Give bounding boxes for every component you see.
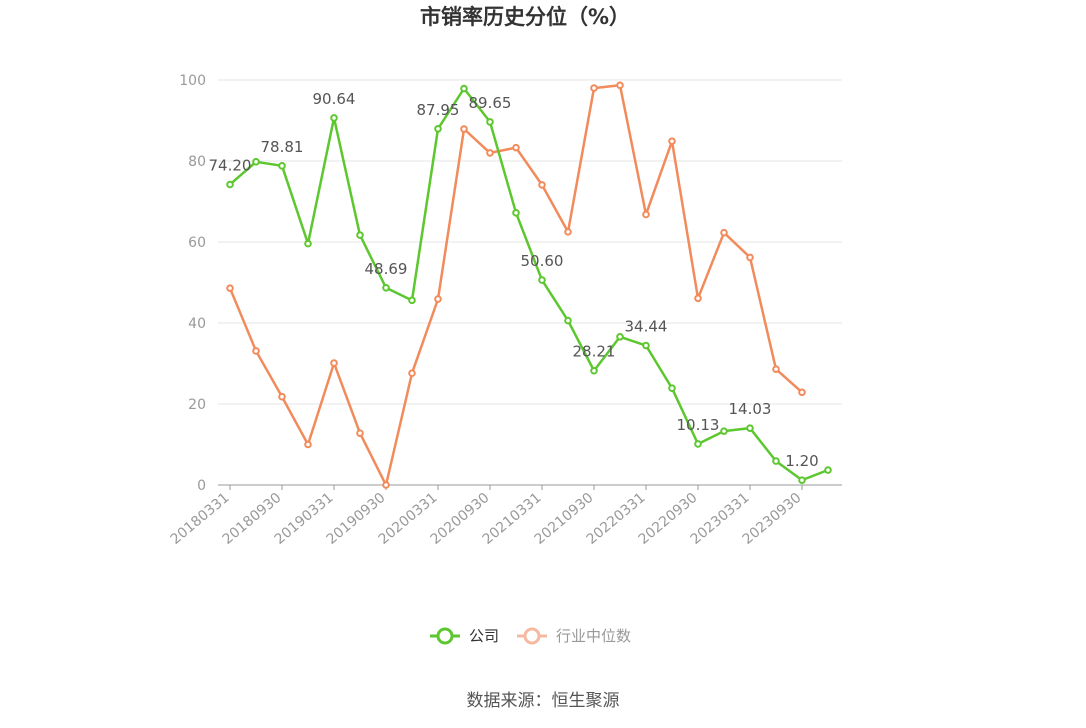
data-label: 48.69 <box>365 260 408 278</box>
point-company[interactable] <box>590 366 598 375</box>
point-industry-median[interactable] <box>694 294 702 303</box>
point-industry-median[interactable] <box>408 369 416 378</box>
data-label: 87.95 <box>417 101 460 119</box>
data-label: 78.81 <box>261 138 304 156</box>
data-labels: 74.20 78.81 90.64 48.69 87.95 89.65 50.60 28.21… <box>209 90 819 470</box>
point-company[interactable] <box>720 427 728 435</box>
point-industry-median[interactable] <box>720 228 728 237</box>
point-company[interactable] <box>382 284 390 292</box>
data-label: 74.20 <box>209 156 252 174</box>
point-industry-median[interactable] <box>642 210 650 219</box>
point-company[interactable] <box>304 239 312 248</box>
legend-item-company[interactable]: 公司 <box>430 627 499 645</box>
legend-label-company: 公司 <box>469 627 499 645</box>
data-label: 1.20 <box>785 452 818 470</box>
point-industry-median[interactable] <box>278 392 286 401</box>
data-label: 34.44 <box>625 318 668 336</box>
point-company[interactable] <box>668 384 676 393</box>
y-tick-label: 0 <box>197 478 206 494</box>
point-company[interactable] <box>798 476 806 484</box>
point-industry-median[interactable] <box>538 181 546 189</box>
point-company[interactable] <box>564 316 572 325</box>
point-company[interactable] <box>434 125 442 133</box>
point-company[interactable] <box>356 231 364 239</box>
point-industry-median[interactable] <box>772 365 780 373</box>
point-company[interactable] <box>330 114 338 122</box>
y-tick-label: 60 <box>188 235 206 251</box>
legend: 公司 行业中位数 <box>430 627 631 645</box>
y-axis-ticks: 0 20 40 60 80 100 <box>179 73 206 494</box>
y-tick-label: 20 <box>188 397 206 413</box>
point-company[interactable] <box>824 466 832 474</box>
data-label: 14.03 <box>729 400 772 418</box>
point-company[interactable] <box>252 158 260 166</box>
point-industry-median[interactable] <box>252 347 260 355</box>
point-company[interactable] <box>486 118 494 126</box>
y-tick-label: 40 <box>188 316 206 332</box>
data-label: 89.65 <box>469 94 512 112</box>
series-lines <box>228 84 829 487</box>
point-industry-median[interactable] <box>382 481 390 489</box>
data-label: 10.13 <box>677 416 720 434</box>
grid-lines <box>218 79 842 405</box>
x-axis: 2018033120180930201903312019093020200331… <box>168 484 842 548</box>
point-company[interactable] <box>226 180 234 189</box>
point-company[interactable] <box>772 457 780 465</box>
point-industry-median[interactable] <box>668 137 676 145</box>
point-company[interactable] <box>694 440 702 448</box>
point-industry-median[interactable] <box>616 81 624 90</box>
point-industry-median[interactable] <box>304 440 312 449</box>
point-company[interactable] <box>408 296 416 305</box>
data-source: 数据来源：恒生聚源 <box>467 691 620 711</box>
point-industry-median[interactable] <box>564 228 572 236</box>
point-company[interactable] <box>746 424 754 432</box>
point-company[interactable] <box>460 84 468 93</box>
point-industry-median[interactable] <box>434 295 442 303</box>
point-industry-median[interactable] <box>512 143 520 152</box>
y-tick-label: 100 <box>179 73 206 89</box>
chart-title: 市销率历史分位（%） <box>420 5 630 29</box>
point-industry-median[interactable] <box>746 253 754 262</box>
point-company[interactable] <box>278 162 286 170</box>
data-label: 50.60 <box>521 252 564 270</box>
point-company[interactable] <box>642 341 650 350</box>
point-company[interactable] <box>512 209 520 217</box>
y-tick-label: 80 <box>188 154 206 170</box>
legend-marker-industry-median <box>523 627 541 645</box>
point-industry-median[interactable] <box>486 149 494 157</box>
point-industry-median[interactable] <box>330 359 338 367</box>
point-industry-median[interactable] <box>460 125 468 133</box>
legend-marker-company <box>436 627 454 645</box>
point-industry-median[interactable] <box>590 84 598 92</box>
legend-item-industry-median[interactable]: 行业中位数 <box>517 627 631 645</box>
series-points <box>226 81 832 489</box>
point-industry-median[interactable] <box>356 429 364 437</box>
legend-label-industry-median: 行业中位数 <box>556 627 631 645</box>
point-company[interactable] <box>616 332 624 341</box>
point-industry-median[interactable] <box>226 284 234 292</box>
point-company[interactable] <box>538 276 546 284</box>
data-label: 28.21 <box>573 343 616 361</box>
series-line-company <box>229 87 829 482</box>
point-industry-median[interactable] <box>798 388 806 397</box>
data-label: 90.64 <box>313 90 356 108</box>
